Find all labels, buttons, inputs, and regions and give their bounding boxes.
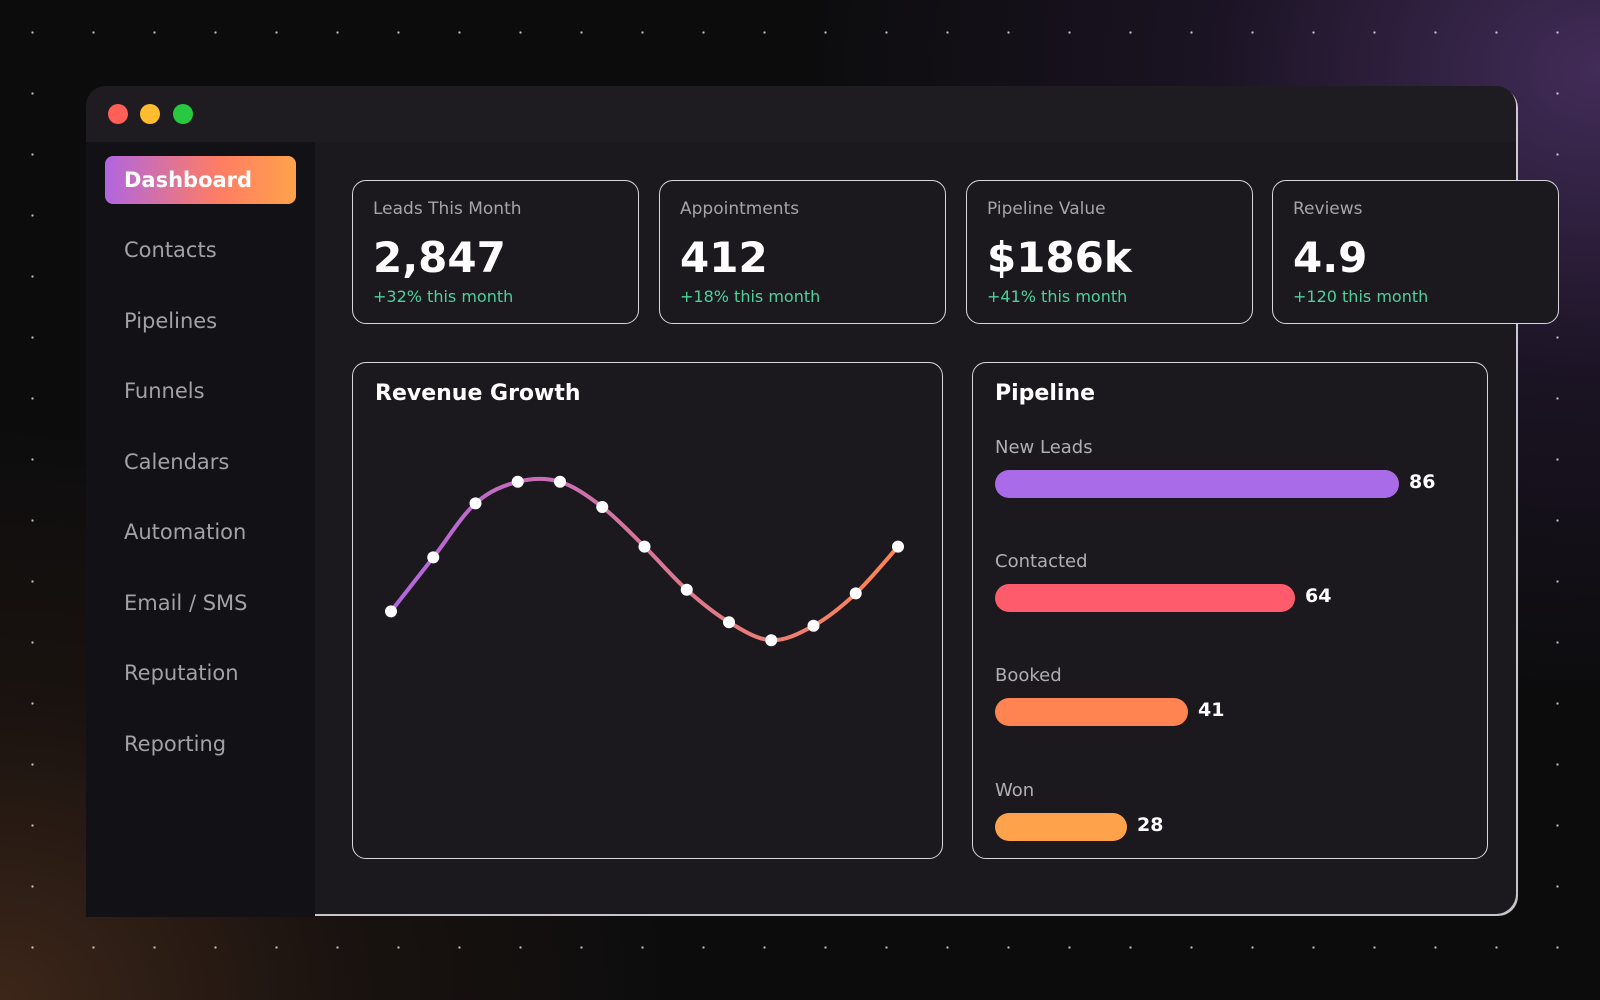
revenue-data-point[interactable] <box>723 616 735 629</box>
pipeline-value: 28 <box>1137 814 1164 836</box>
stat-delta: +32% this month <box>373 287 514 306</box>
sidebar-item-pipelines[interactable]: Pipelines <box>124 309 218 333</box>
sidebar-item-contacts[interactable]: Contacts <box>124 238 217 262</box>
sidebar-item-email-sms[interactable]: Email / SMS <box>124 591 248 615</box>
revenue-data-point[interactable] <box>807 619 820 632</box>
revenue-data-point[interactable] <box>680 583 693 596</box>
sidebar-item-dashboard[interactable]: Dashboard <box>105 156 296 204</box>
stat-delta: +41% this month <box>987 287 1128 306</box>
pipeline-stage-label: Booked <box>995 665 1062 686</box>
sidebar-item-reputation[interactable]: Reputation <box>124 661 239 685</box>
pipeline-stage-label: New Leads <box>995 437 1093 458</box>
pipeline-bar <box>995 470 1399 498</box>
sidebar-item-reporting[interactable]: Reporting <box>124 732 227 756</box>
stat-label: Appointments <box>680 199 800 219</box>
pipeline-stage-label: Won <box>995 780 1035 801</box>
stat-value: 4.9 <box>1293 233 1368 282</box>
panel-title: Revenue Growth <box>375 381 581 406</box>
revenue-series-line <box>389 476 900 643</box>
sidebar-item-calendars[interactable]: Calendars <box>124 450 230 474</box>
revenue-data-point[interactable] <box>511 475 524 488</box>
revenue-growth-panel: Revenue Growth <box>352 362 943 859</box>
stat-label: Leads This Month <box>373 199 522 219</box>
revenue-data-point[interactable] <box>765 634 778 647</box>
revenue-line-chart <box>385 475 904 647</box>
pipeline-stage-label: Contacted <box>995 551 1088 572</box>
stat-value: 2,847 <box>373 233 506 282</box>
minimize-window-button[interactable] <box>140 104 160 124</box>
pipeline-value: 86 <box>1409 471 1436 493</box>
revenue-data-point[interactable] <box>385 605 397 618</box>
stat-label: Pipeline Value <box>987 199 1106 219</box>
stat-value: 412 <box>680 233 768 282</box>
maximize-window-button[interactable] <box>173 104 193 124</box>
app-window: Dashboard Contacts Pipelines Funnels Cal… <box>86 86 1559 917</box>
stat-card-pipeline-value: Pipeline Value $186k +41% this month <box>966 180 1253 324</box>
pipeline-bar <box>995 813 1127 841</box>
pipeline-bar <box>995 698 1188 726</box>
sidebar-item-funnels[interactable]: Funnels <box>124 379 205 403</box>
revenue-data-point[interactable] <box>469 497 482 510</box>
sidebar: Dashboard Contacts Pipelines Funnels Cal… <box>86 142 315 917</box>
stat-label: Reviews <box>1293 199 1363 219</box>
pipeline-bar <box>995 584 1295 612</box>
panel-title: Pipeline <box>995 381 1095 406</box>
pipeline-value: 41 <box>1198 699 1225 721</box>
revenue-data-point[interactable] <box>892 540 904 553</box>
pipeline-panel: Pipeline New Leads 86 Contacted 64 Booke… <box>972 362 1488 859</box>
revenue-data-point[interactable] <box>849 587 862 600</box>
close-window-button[interactable] <box>108 104 128 124</box>
title-bar <box>86 86 1516 142</box>
sidebar-item-automation[interactable]: Automation <box>124 520 247 544</box>
revenue-data-point[interactable] <box>596 501 609 513</box>
revenue-data-point[interactable] <box>554 475 566 488</box>
stat-delta: +18% this month <box>680 287 821 306</box>
stat-card-appointments: Appointments 412 +18% this month <box>659 180 946 324</box>
stat-delta: +120 this month <box>1293 287 1429 306</box>
revenue-data-point[interactable] <box>638 540 651 553</box>
stat-card-reviews: Reviews 4.9 +120 this month <box>1272 180 1559 324</box>
pipeline-value: 64 <box>1305 585 1332 607</box>
stat-value: $186k <box>987 233 1132 282</box>
revenue-data-point[interactable] <box>427 551 440 564</box>
stat-card-leads: Leads This Month 2,847 +32% this month <box>352 180 639 324</box>
